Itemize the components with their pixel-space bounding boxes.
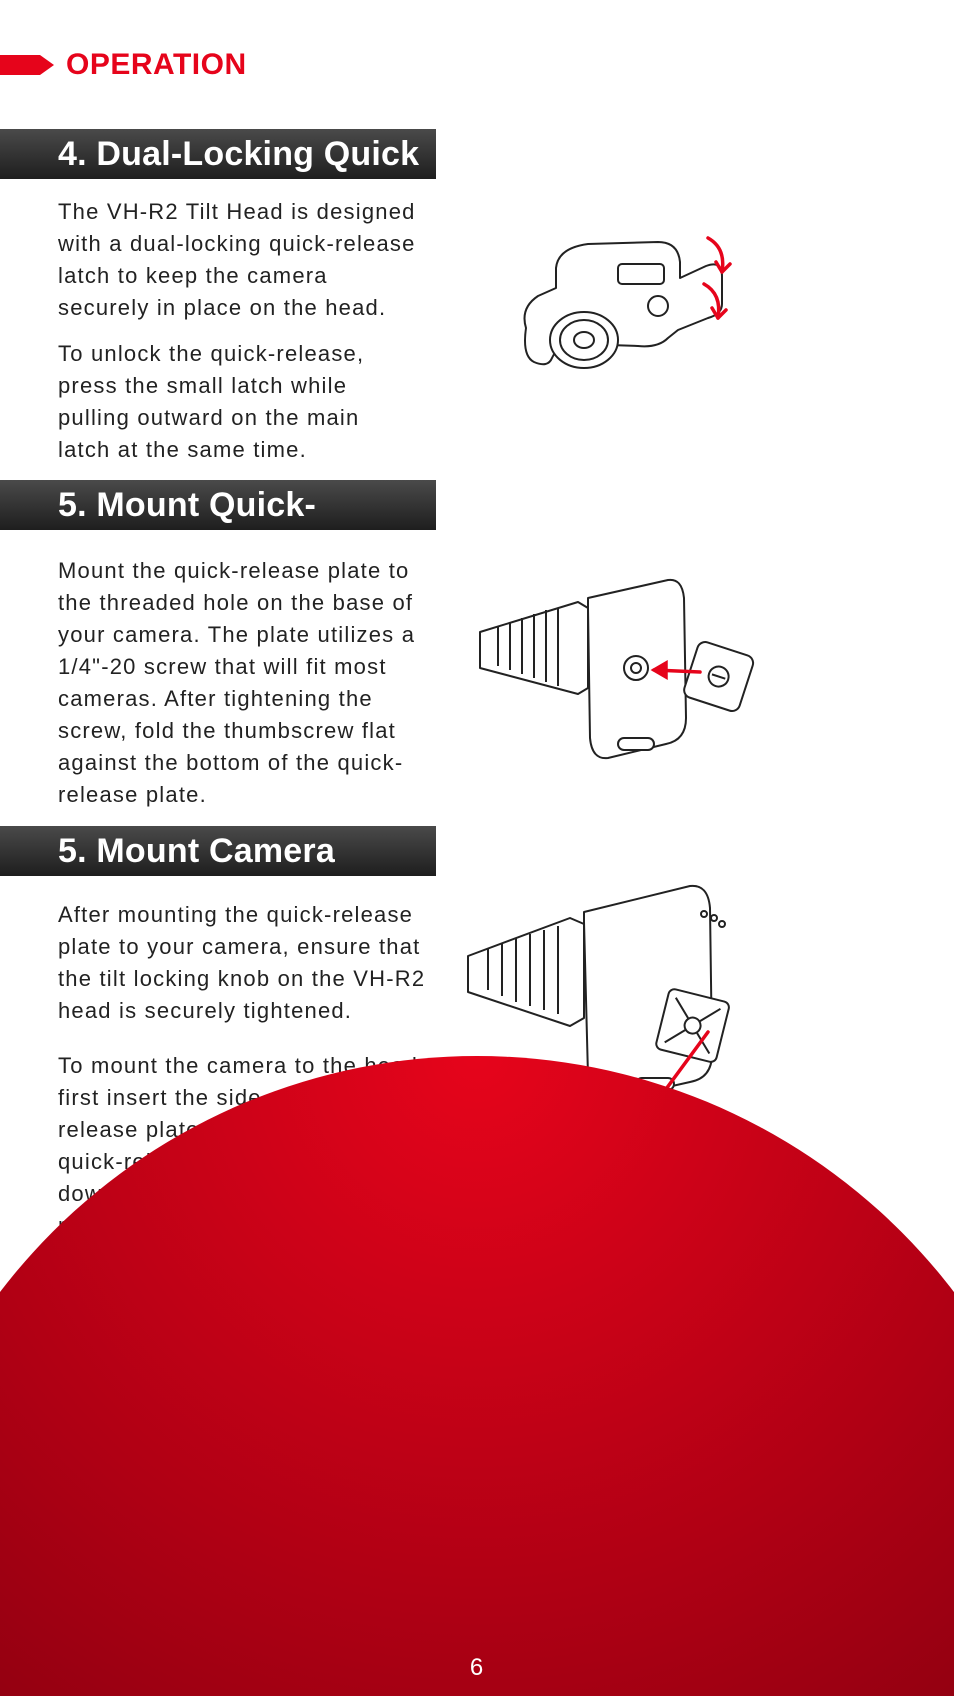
page-number: 6	[0, 1654, 954, 1682]
section-5b-p1: After mounting the quick-release plate t…	[58, 899, 428, 1027]
section-title-5b: 5. Mount Camera	[0, 826, 436, 876]
operation-header: OPERATION	[0, 48, 247, 82]
section-4-p1: The VH-R2 Tilt Head is designed with a d…	[58, 196, 418, 324]
illustration-camera-plate	[468, 568, 768, 768]
illustration-tilt-head	[508, 218, 738, 378]
section-5a-p1: Mount the quick-release plate to the thr…	[58, 555, 428, 811]
section-4-p2: To unlock the quick-release, press the s…	[58, 338, 388, 466]
section-title-5a: 5. Mount Quick-Release Plate	[0, 480, 436, 530]
header-arrow-icon	[0, 55, 56, 75]
header-label: OPERATION	[66, 48, 247, 82]
section-title-4: 4. Dual-Locking Quick Release	[0, 129, 436, 179]
